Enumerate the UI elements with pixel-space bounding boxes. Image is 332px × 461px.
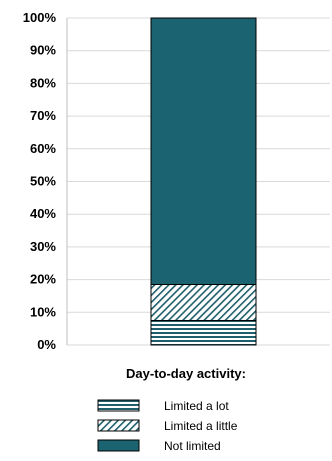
y-tick-label: 30% [30, 239, 56, 254]
y-tick-label: 0% [37, 337, 56, 352]
bar-segment-limited-a-lot [150, 319, 257, 346]
y-tick-label: 90% [30, 43, 56, 58]
y-tick-label: 100% [23, 10, 57, 25]
legend-swatch [97, 419, 140, 432]
bar-segment-limited-a-little [150, 284, 257, 321]
y-tick-label: 10% [30, 304, 56, 319]
y-tick-label: 80% [30, 75, 56, 90]
y-tick-label: 20% [30, 272, 56, 287]
bar-segment-not-limited [150, 17, 257, 286]
bar-stack [150, 17, 257, 346]
legend-label: Limited a little [164, 419, 238, 433]
legend-title: Day-to-day activity: [126, 366, 246, 381]
legend-label: Not limited [164, 439, 221, 453]
y-axis: 0% 10% 20% 30% 40% 50% 60% 70% 80% 90% 100% [23, 10, 68, 352]
y-tick-label: 70% [30, 108, 56, 123]
legend: Limited a lot Limited a little Not limited [97, 399, 238, 453]
legend-swatch [97, 399, 140, 412]
legend-swatch [97, 439, 140, 452]
y-tick-label: 40% [30, 206, 56, 221]
y-tick-label: 60% [30, 141, 56, 156]
y-tick-label: 50% [30, 174, 56, 189]
legend-label: Limited a lot [164, 399, 229, 413]
